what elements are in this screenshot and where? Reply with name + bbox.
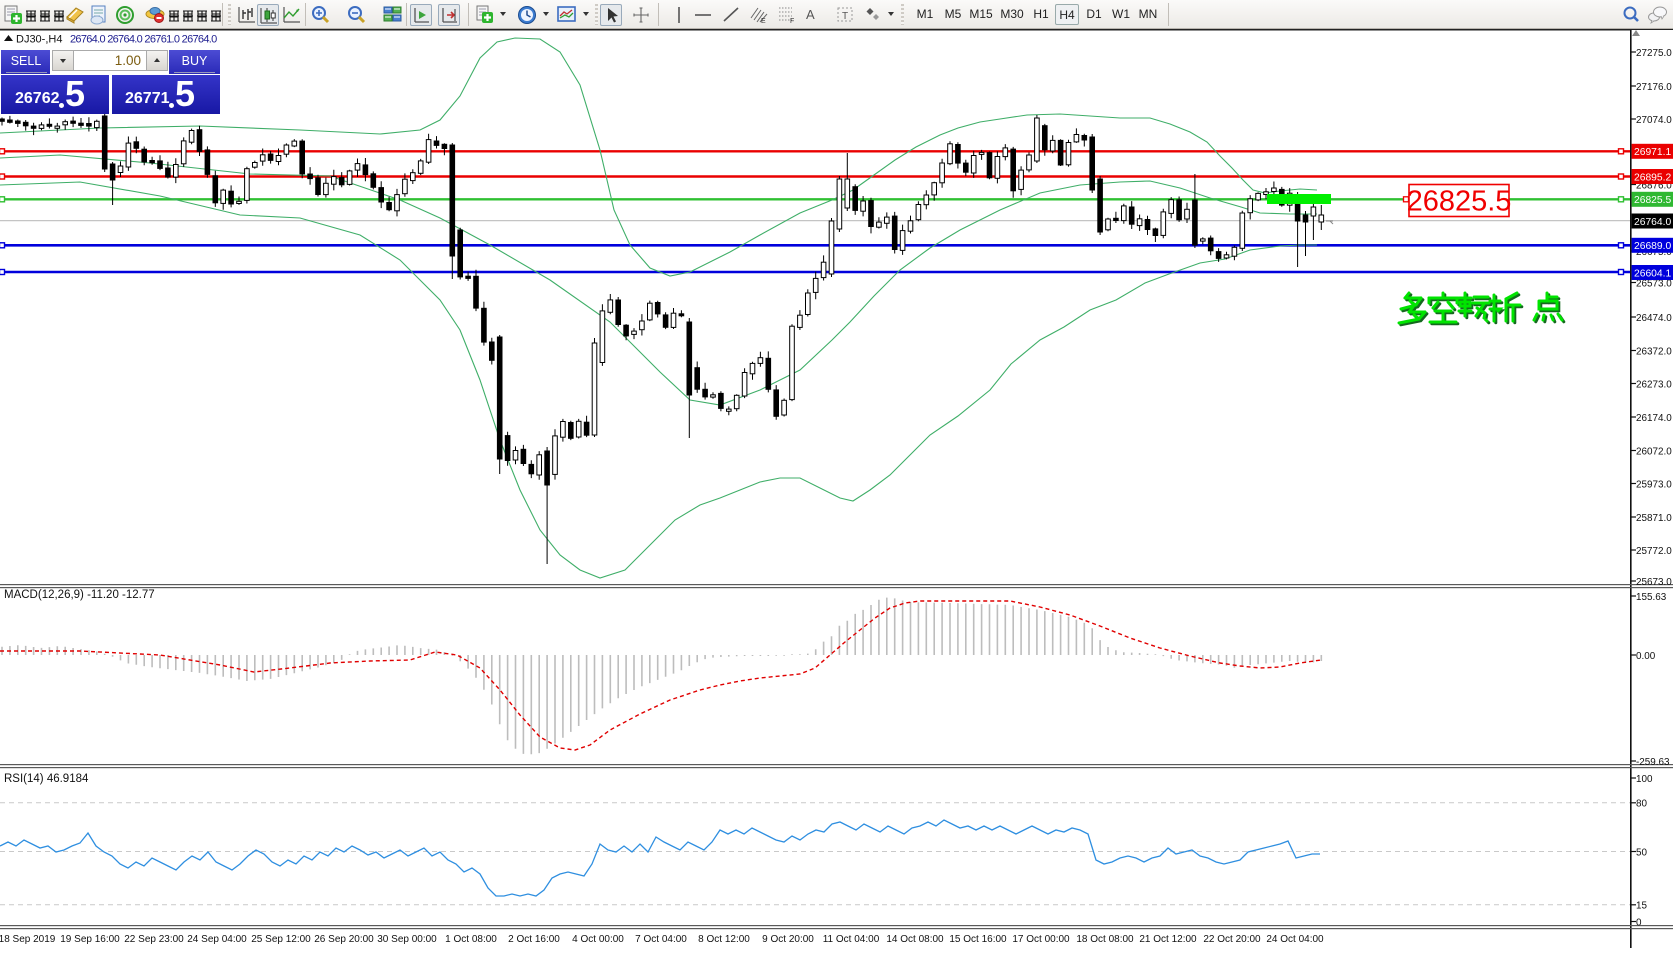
svg-text:155.63: 155.63 [1636, 592, 1667, 603]
svg-text:25772.0: 25772.0 [1636, 546, 1672, 557]
svg-text:11 Oct 04:00: 11 Oct 04:00 [823, 934, 880, 945]
svg-text:22 Oct 20:00: 22 Oct 20:00 [1203, 934, 1261, 945]
svg-text:25 Sep 12:00: 25 Sep 12:00 [251, 934, 311, 945]
svg-text:26764.0 26764.0 26761.0 26764.: 26764.0 26764.0 26761.0 26764.0 [70, 34, 217, 46]
svg-text:26895.2: 26895.2 [1634, 172, 1671, 183]
svg-text:17 Oct 00:00: 17 Oct 00:00 [1012, 934, 1070, 945]
svg-text:27275.0: 27275.0 [1636, 48, 1672, 59]
svg-text:30 Sep 00:00: 30 Sep 00:00 [377, 934, 437, 945]
svg-text:T: T [842, 11, 848, 22]
svg-text:-259.63: -259.63 [1636, 757, 1670, 768]
svg-text:8 Oct 12:00: 8 Oct 12:00 [698, 934, 750, 945]
svg-text:18 Oct 08:00: 18 Oct 08:00 [1076, 934, 1134, 945]
svg-text:26825.5: 26825.5 [1634, 195, 1671, 206]
svg-text:80: 80 [1636, 799, 1647, 810]
svg-text:DJ30-,H4: DJ30-,H4 [16, 34, 62, 46]
svg-text:7 Oct 04:00: 7 Oct 04:00 [635, 934, 687, 945]
svg-text:2 Oct 16:00: 2 Oct 16:00 [508, 934, 560, 945]
svg-text:26604.1: 26604.1 [1634, 268, 1671, 279]
svg-text:27074.0: 27074.0 [1636, 115, 1672, 126]
svg-text:22 Sep 23:00: 22 Sep 23:00 [124, 934, 184, 945]
svg-text:25871.0: 25871.0 [1636, 513, 1672, 524]
svg-text:0: 0 [1636, 917, 1642, 928]
svg-text:15: 15 [1636, 901, 1647, 912]
svg-text:4 Oct 00:00: 4 Oct 00:00 [572, 934, 624, 945]
svg-text:RSI(14) 46.9184: RSI(14) 46.9184 [4, 773, 89, 785]
svg-text:21 Oct 12:00: 21 Oct 12:00 [1139, 934, 1197, 945]
svg-text:24 Sep 04:00: 24 Sep 04:00 [187, 934, 247, 945]
svg-text:24 Oct 04:00: 24 Oct 04:00 [1266, 934, 1324, 945]
svg-text:26273.0: 26273.0 [1636, 379, 1672, 390]
svg-text:100: 100 [1636, 774, 1653, 785]
svg-text:E: E [761, 18, 766, 25]
svg-text:26174.0: 26174.0 [1636, 413, 1672, 424]
svg-text:26689.0: 26689.0 [1634, 241, 1671, 252]
svg-text:MACD(12,26,9) -11.20 -12.77: MACD(12,26,9) -11.20 -12.77 [4, 589, 155, 601]
svg-text:26072.0: 26072.0 [1636, 446, 1672, 457]
svg-text:9 Oct 20:00: 9 Oct 20:00 [762, 934, 814, 945]
svg-text:25973.0: 25973.0 [1636, 479, 1672, 490]
svg-text:15 Oct 16:00: 15 Oct 16:00 [949, 934, 1007, 945]
svg-text:18 Sep 2019: 18 Sep 2019 [0, 934, 56, 945]
svg-text:25673.0: 25673.0 [1636, 577, 1672, 588]
svg-text:27176.0: 27176.0 [1636, 82, 1672, 93]
svg-text:26474.0: 26474.0 [1636, 313, 1672, 324]
svg-text:1 Oct 08:00: 1 Oct 08:00 [445, 934, 497, 945]
svg-text:26971.1: 26971.1 [1634, 147, 1671, 158]
svg-text:26764.0: 26764.0 [1634, 217, 1671, 228]
svg-text:50: 50 [1636, 847, 1647, 858]
svg-text:0.00: 0.00 [1636, 651, 1656, 662]
svg-text:26372.0: 26372.0 [1636, 346, 1672, 357]
svg-text:F: F [790, 18, 794, 25]
svg-text:26825.5: 26825.5 [1407, 186, 1512, 218]
svg-text:14 Oct 08:00: 14 Oct 08:00 [886, 934, 944, 945]
svg-text:19 Sep 16:00: 19 Sep 16:00 [60, 934, 120, 945]
svg-text:26 Sep 20:00: 26 Sep 20:00 [314, 934, 374, 945]
